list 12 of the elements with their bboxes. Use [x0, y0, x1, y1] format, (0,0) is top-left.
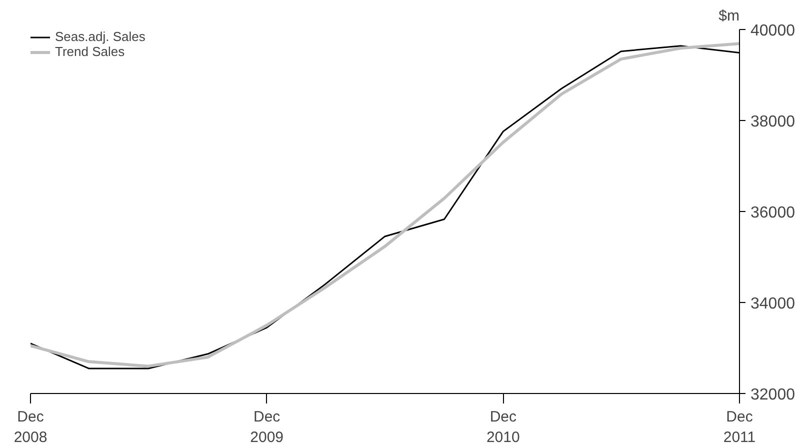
- y-tick-label: 40000: [750, 22, 796, 40]
- y-tick-label: 36000: [750, 204, 796, 222]
- y-tick-label: 34000: [750, 296, 796, 312]
- x-tick-label: Dec 2008: [14, 408, 48, 446]
- y-tick-label: 38000: [750, 114, 796, 130]
- x-tick-label: Dec 2011: [723, 408, 756, 446]
- y-axis-title: $m: [718, 8, 740, 24]
- legend-label: Trend Sales: [55, 44, 125, 59]
- x-tick-label: Dec 2009: [250, 408, 284, 446]
- y-tick-label: 32000: [750, 386, 796, 404]
- legend-label: Seas.adj. Sales: [55, 29, 146, 44]
- x-tick-label: Dec 2010: [486, 408, 520, 446]
